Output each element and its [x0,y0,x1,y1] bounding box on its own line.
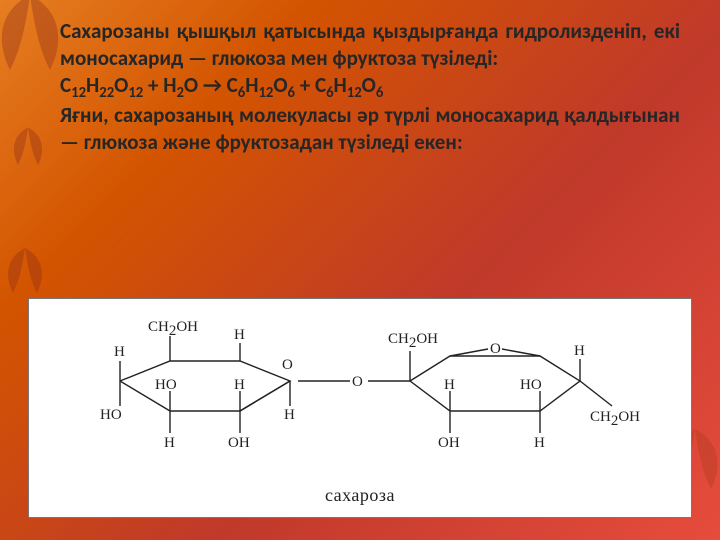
ring-O-right: O [490,341,501,357]
H-1: H [114,344,125,360]
HO-1: HO [100,407,122,423]
molecule-caption: сахароза [325,485,395,506]
slide: Сахарозаны қышқыл қатысында қыздырғанда … [0,0,720,540]
sucrose-svg: O CH2OH H HO HO H H OH [50,311,670,481]
H-3: H [234,377,245,393]
HO-r: HO [520,377,542,393]
HO-2: HO [155,377,177,393]
molecule-diagram: O CH2OH H HO HO H H OH [28,298,692,518]
bridge-O: O [352,374,363,390]
H-r3: H [534,435,545,451]
fructose-ring: O CH2OH CH2OH H H OH [388,331,640,451]
H-2: H [164,435,175,451]
OH-1: OH [228,435,250,451]
H-top: H [234,327,245,343]
H-r2: H [444,377,455,393]
ch2oh-right-top: CH2OH [388,331,438,351]
paragraph-2: Яғни, сахарозаның молекуласы әр түрлі мо… [60,102,680,156]
ch2oh-right-bot: CH2OH [590,409,640,429]
OH-r1: OH [438,435,460,451]
reaction-formula: C12H22O12 + H2O → C6H12O6 + C6H12O6 [60,72,680,102]
H-4: H [284,407,295,423]
glucose-ring: O CH2OH H HO HO H H OH [100,319,295,451]
paragraph-1: Сахарозаны қышқыл қатысында қыздырғанда … [60,18,680,72]
H-r1: H [574,343,585,359]
ch2oh-left: CH2OH [148,319,198,339]
ring-O-left: O [282,357,293,373]
molecule-structure: O CH2OH H HO HO H H OH [29,311,691,481]
text-content: Сахарозаны қышқыл қатысында қыздырғанда … [0,0,720,156]
